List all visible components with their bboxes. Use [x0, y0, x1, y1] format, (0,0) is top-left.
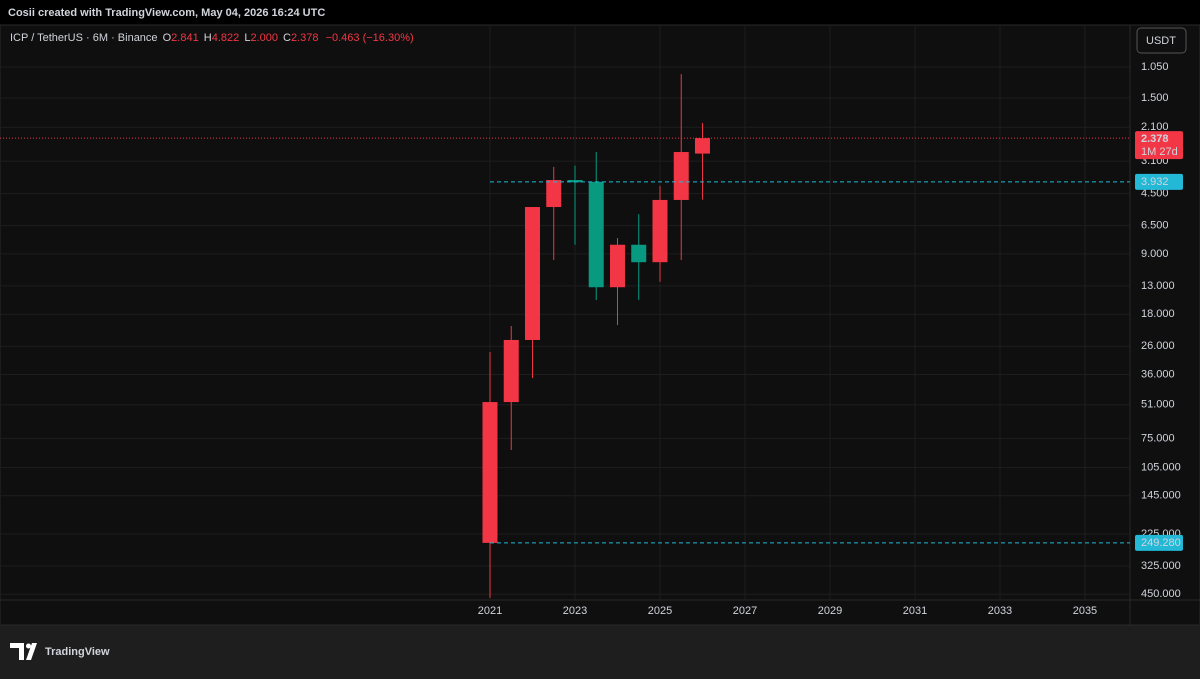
price-label: 2.378: [1141, 133, 1169, 145]
legend-change: −0.463 (−16.30%): [326, 32, 414, 44]
y-tick-label: 325.000: [1141, 560, 1181, 572]
legend-l-label: L: [244, 32, 250, 44]
candle-body: [652, 199, 668, 263]
x-tick-label: 2031: [903, 605, 927, 617]
candle-body: [524, 207, 540, 340]
y-tick-label: 1.500: [1141, 92, 1169, 104]
header-bar: [0, 0, 1200, 25]
candles: [482, 74, 710, 598]
y-tick-label: 4.500: [1141, 188, 1169, 200]
x-tick-label: 2021: [478, 605, 502, 617]
legend-o-label: O: [163, 32, 172, 44]
logo-dot: [26, 643, 31, 649]
x-tick-label: 2029: [818, 605, 842, 617]
candle-body: [631, 244, 647, 263]
candle-body: [567, 180, 583, 183]
legend: ICP / TetherUS · 6M · Binance O2.841 H4.…: [10, 32, 414, 44]
legend-l: 2.000: [250, 32, 278, 44]
price-label-box: [1135, 173, 1183, 190]
y-tick-label: 13.000: [1141, 280, 1175, 292]
y-tick-label: 2.100: [1141, 121, 1169, 133]
logo-mark: [10, 643, 37, 660]
legend-h: 4.822: [212, 32, 240, 44]
y-tick-label: 18.000: [1141, 308, 1175, 320]
currency-button[interactable]: [1136, 27, 1187, 54]
currency-button-label[interactable]: USDT: [1146, 35, 1176, 47]
candle-body: [673, 152, 689, 200]
legend-h-label: H: [204, 32, 212, 44]
candle-body: [503, 339, 519, 403]
y-tick-label: 36.000: [1141, 368, 1175, 380]
logo: [10, 643, 37, 660]
legend-symbol: ICP / TetherUS · 6M · Binance: [10, 32, 158, 44]
price-label-box: [1135, 534, 1183, 551]
price-label: 249.280: [1141, 537, 1181, 549]
price-sublabel: 1M 27d: [1141, 146, 1178, 158]
x-tick-label: 2025: [648, 605, 672, 617]
x-tick-label: 2033: [988, 605, 1012, 617]
grid: [0, 25, 1130, 600]
candle-body: [546, 180, 562, 208]
legend-c: 2.378: [291, 32, 319, 44]
y-tick-label: 51.000: [1141, 399, 1175, 411]
price-label: 3.932: [1141, 176, 1169, 188]
legend-o: 2.841: [171, 32, 199, 44]
candle-body: [588, 181, 604, 288]
price-label-box: [1135, 131, 1183, 160]
y-tick-label: 450.000: [1141, 588, 1181, 600]
branding: TradingView: [45, 646, 110, 658]
candle-body: [482, 402, 498, 543]
chart-pane: [0, 24, 1200, 626]
candle-body: [609, 244, 625, 288]
x-tick-label: 2023: [563, 605, 587, 617]
candle-body: [694, 138, 710, 154]
x-tick-label: 2027: [733, 605, 757, 617]
y-tick-label: 75.000: [1141, 432, 1175, 444]
y-tick-label: 26.000: [1141, 340, 1175, 352]
header-text: Cosii created with TradingView.com, May …: [8, 7, 325, 19]
legend-c-label: C: [283, 32, 291, 44]
x-tick-label: 2035: [1073, 605, 1097, 617]
y-tick-label: 105.000: [1141, 462, 1181, 474]
y-tick-label: 9.000: [1141, 248, 1169, 260]
y-tick-label: 1.050: [1141, 61, 1169, 73]
y-tick-label: 145.000: [1141, 490, 1181, 502]
y-tick-label: 6.500: [1141, 220, 1169, 232]
